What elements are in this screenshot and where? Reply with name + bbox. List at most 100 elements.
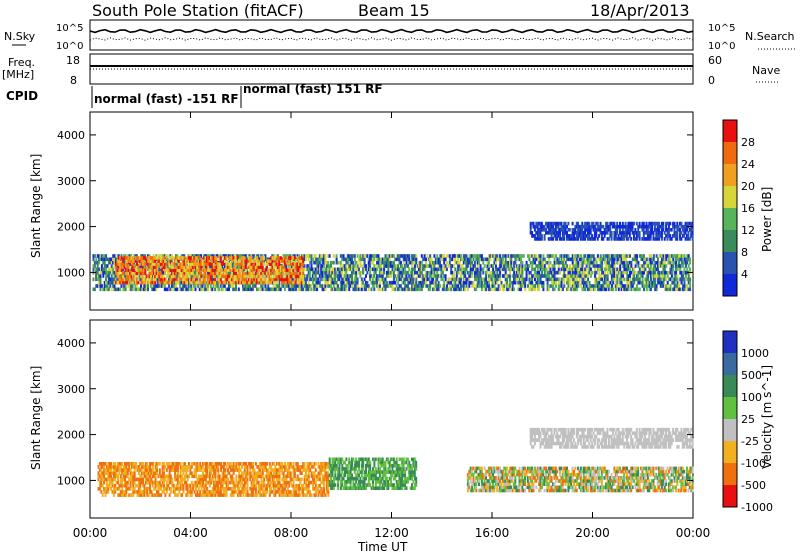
heatmap-cell bbox=[344, 274, 346, 278]
heatmap-cell bbox=[680, 237, 683, 241]
heatmap-cell bbox=[515, 277, 518, 282]
heatmap-cell bbox=[429, 270, 432, 275]
heatmap-cell bbox=[473, 270, 476, 275]
heatmap-cell bbox=[174, 274, 177, 278]
heatmap-cell bbox=[313, 284, 316, 288]
heatmap-cell bbox=[124, 493, 126, 497]
heatmap-cell bbox=[161, 262, 164, 266]
heatmap-cell bbox=[644, 237, 647, 241]
heatmap-cell bbox=[323, 257, 325, 262]
heatmap-cell bbox=[440, 270, 443, 275]
heatmap-cell bbox=[286, 274, 289, 279]
heatmap-cell bbox=[680, 224, 683, 229]
heatmap-cell bbox=[546, 277, 549, 282]
heatmap-cell bbox=[120, 284, 123, 288]
heatmap-cell bbox=[395, 257, 398, 262]
heatmap-cell bbox=[310, 287, 313, 292]
heatmap-cell bbox=[494, 267, 497, 272]
heatmap-cell bbox=[482, 270, 485, 275]
heatmap-cell bbox=[394, 274, 397, 278]
heatmap-cell bbox=[120, 254, 123, 258]
heatmap-cell bbox=[634, 277, 637, 282]
heatmap-cell bbox=[536, 221, 539, 226]
heatmap-cell bbox=[390, 260, 393, 265]
heatmap-cell bbox=[183, 280, 186, 285]
heatmap-cell bbox=[348, 257, 351, 262]
heatmap-cell bbox=[310, 260, 313, 265]
heatmap-cell bbox=[173, 284, 176, 288]
heatmap-cell bbox=[621, 231, 624, 235]
heatmap-cell bbox=[560, 237, 563, 241]
heatmap-cell bbox=[115, 265, 118, 269]
heatmap-cell bbox=[622, 264, 624, 268]
heatmap-cell bbox=[140, 280, 143, 285]
heatmap-cell bbox=[588, 257, 591, 262]
heatmap-cell bbox=[549, 270, 552, 275]
heatmap-cell bbox=[130, 287, 133, 292]
heatmap-cell bbox=[154, 259, 157, 263]
heatmap-cell bbox=[316, 284, 319, 288]
heatmap-cell bbox=[553, 274, 556, 278]
heatmap-cell bbox=[130, 259, 133, 263]
heatmap-cell bbox=[117, 256, 120, 260]
nsky-label: N.Sky bbox=[4, 30, 36, 43]
heatmap-cell bbox=[311, 280, 314, 285]
heatmap-cell bbox=[369, 277, 372, 282]
heatmap-cell bbox=[223, 254, 226, 258]
heatmap-cell bbox=[457, 260, 460, 265]
heatmap-cell bbox=[392, 280, 395, 285]
heatmap-cell bbox=[247, 287, 250, 292]
heatmap-cell bbox=[96, 270, 99, 275]
heatmap-cell bbox=[321, 277, 324, 282]
heatmap-cell bbox=[506, 284, 509, 288]
heatmap-cell bbox=[601, 264, 604, 268]
heatmap-cell bbox=[592, 221, 595, 226]
heatmap-cell bbox=[592, 264, 595, 268]
heatmap-cell bbox=[476, 280, 479, 285]
heatmap-cell bbox=[663, 270, 666, 275]
heatmap-cell bbox=[531, 264, 534, 268]
heatmap-cell bbox=[462, 267, 465, 272]
heatmap-cell bbox=[388, 260, 391, 265]
heatmap-cell bbox=[415, 287, 418, 292]
heatmap-cell bbox=[186, 259, 189, 263]
heatmap-cell bbox=[271, 254, 274, 258]
heatmap-cell bbox=[594, 264, 597, 268]
heatmap-cell bbox=[376, 277, 379, 282]
heatmap-cell bbox=[110, 462, 113, 466]
heatmap-cell bbox=[490, 274, 493, 278]
heatmap-cell bbox=[566, 280, 569, 285]
heatmap-cell bbox=[205, 284, 208, 288]
heatmap-cell bbox=[277, 268, 279, 272]
heatmap-cell bbox=[446, 254, 448, 258]
heatmap-cell bbox=[128, 493, 131, 497]
heatmap-cell bbox=[661, 260, 664, 265]
heatmap-cell bbox=[444, 257, 447, 262]
heatmap-cell bbox=[402, 254, 405, 258]
heatmap-cell bbox=[553, 231, 556, 235]
heatmap-cell bbox=[460, 274, 462, 278]
heatmap-cell bbox=[577, 270, 580, 275]
heatmap-cell bbox=[116, 268, 119, 272]
heatmap-cell bbox=[599, 228, 602, 232]
heatmap-cell bbox=[320, 284, 323, 288]
heatmap-cell bbox=[622, 287, 624, 292]
heatmap-cell bbox=[331, 277, 334, 282]
heatmap-cell bbox=[536, 287, 539, 292]
heatmap-cell bbox=[229, 256, 232, 260]
heatmap-cell bbox=[686, 287, 689, 292]
heatmap-cell bbox=[148, 274, 151, 279]
heatmap-cell bbox=[191, 287, 194, 292]
heatmap-cell bbox=[355, 270, 358, 275]
heatmap-cell bbox=[363, 284, 366, 288]
heatmap-cell bbox=[405, 270, 408, 275]
colorbar-frame bbox=[722, 119, 738, 297]
heatmap-cell bbox=[647, 277, 650, 282]
heatmap-cell bbox=[404, 284, 407, 288]
heatmap-cell bbox=[506, 280, 509, 285]
heatmap-cell bbox=[582, 237, 585, 241]
heatmap-cell bbox=[122, 271, 125, 276]
heatmap-cell bbox=[651, 228, 654, 232]
heatmap-cell bbox=[450, 280, 453, 285]
heatmap-cell bbox=[250, 262, 253, 266]
